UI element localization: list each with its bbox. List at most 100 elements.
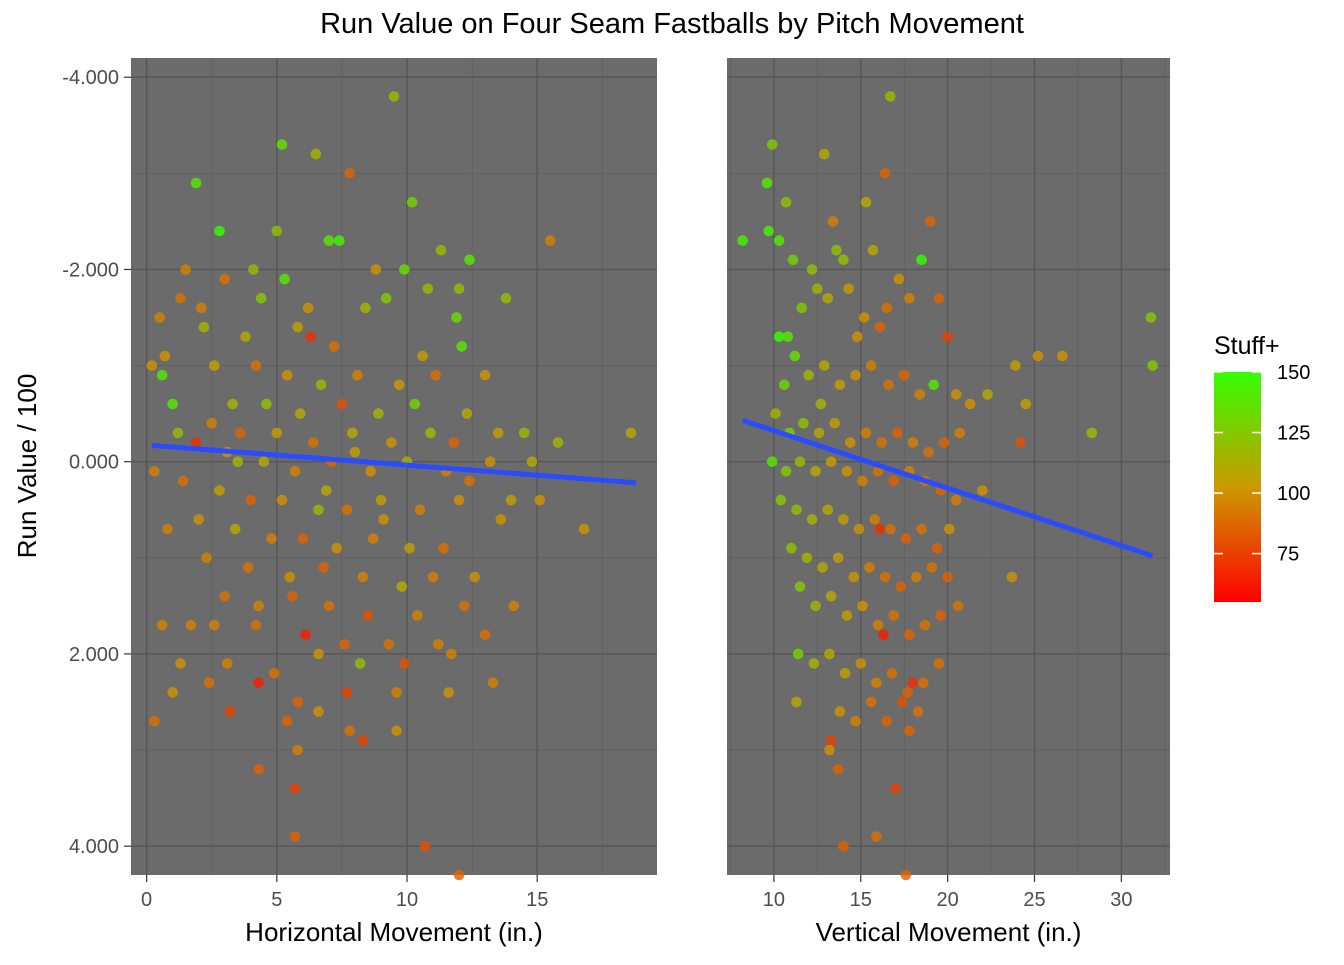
data-point [159, 350, 171, 362]
x-tick-label: 15 [850, 889, 872, 911]
data-point [827, 216, 839, 227]
data-point [815, 398, 827, 410]
data-point [928, 379, 939, 391]
data-point [235, 427, 246, 439]
data-point [198, 321, 210, 333]
data-point [227, 398, 238, 410]
data-point [190, 177, 202, 189]
x-tick-label: 10 [396, 889, 418, 911]
data-point [271, 427, 283, 439]
data-point [386, 437, 397, 448]
data-point [349, 446, 361, 458]
data-point [1020, 398, 1032, 410]
data-point [838, 254, 849, 266]
data-point [737, 235, 748, 246]
data-point [544, 235, 556, 246]
data-point [261, 398, 272, 410]
data-point [479, 369, 491, 381]
data-points [737, 91, 1158, 881]
data-point [456, 341, 468, 352]
data-point [214, 485, 225, 496]
data-point [383, 639, 395, 650]
data-point [808, 658, 820, 669]
data-point [224, 706, 236, 717]
data-point [916, 523, 927, 535]
data-point [388, 91, 400, 102]
data-point [500, 293, 512, 304]
data-point [154, 312, 165, 323]
data-point [399, 658, 410, 669]
data-point [412, 610, 423, 621]
data-point [250, 360, 262, 371]
data-point [874, 523, 886, 535]
x-axis-label: Horizontal Movement (in.) [245, 917, 543, 947]
data-point [789, 350, 801, 362]
data-point [763, 225, 774, 237]
y-axis-label: Run Value / 100 [12, 374, 42, 559]
data-point [464, 254, 475, 266]
x-tick-label: 25 [1023, 889, 1045, 911]
legend-tick-label: 75 [1277, 544, 1299, 566]
data-point [253, 600, 264, 612]
data-point [942, 571, 953, 583]
data-point [892, 427, 903, 439]
data-point [321, 485, 332, 496]
data-point [888, 610, 900, 621]
data-point [885, 523, 896, 535]
data-point [825, 456, 837, 468]
data-point [201, 552, 212, 564]
data-point [865, 360, 877, 371]
data-point [902, 687, 913, 698]
data-point [334, 235, 345, 246]
data-point [341, 504, 353, 516]
data-point [766, 456, 778, 468]
data-point [819, 360, 830, 371]
data-point [300, 629, 311, 640]
data-point [292, 696, 304, 708]
legend-title: Stuff+ [1214, 332, 1280, 360]
data-point [289, 466, 301, 477]
data-point [886, 667, 898, 679]
data-point [347, 427, 358, 439]
data-point [404, 542, 415, 554]
data-point [951, 389, 962, 400]
data-point [292, 744, 304, 756]
data-point [323, 235, 335, 246]
data-point [425, 427, 436, 439]
x-tick-label: 20 [937, 889, 959, 911]
data-point [331, 542, 343, 554]
data-point [822, 293, 834, 304]
data-point [310, 148, 322, 160]
x-tick-label: 0 [141, 889, 152, 911]
data-point [375, 494, 387, 506]
data-point [1032, 350, 1044, 362]
x-tick-label: 30 [1110, 889, 1132, 911]
data-point [328, 341, 340, 352]
panel-vertical-movement: 10 15 20 25 30 Vertical Movement (in.) [727, 58, 1170, 947]
data-point [867, 244, 879, 256]
data-point [794, 581, 806, 592]
data-point [250, 619, 262, 631]
data-point [872, 619, 884, 631]
data-point [422, 283, 434, 295]
data-point [796, 302, 807, 314]
data-point [888, 475, 900, 487]
data-point [177, 475, 189, 487]
data-point [841, 610, 853, 621]
data-point [378, 514, 389, 525]
data-point [279, 273, 290, 285]
data-point [850, 715, 861, 727]
x-tick-label: 10 [763, 889, 785, 911]
data-point [443, 687, 455, 698]
data-point [944, 523, 955, 535]
data-point [855, 658, 867, 669]
data-point [492, 427, 504, 439]
data-point [792, 648, 804, 660]
data-point [893, 273, 905, 285]
data-point [156, 369, 168, 381]
data-point [469, 571, 481, 583]
data-point [832, 764, 844, 775]
trend-line [741, 417, 1154, 559]
